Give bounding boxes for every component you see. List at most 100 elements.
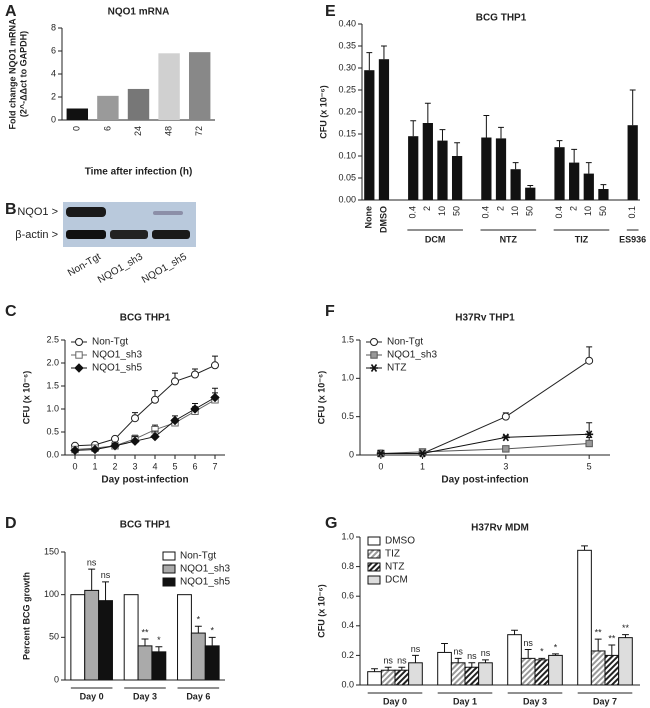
blot-band xyxy=(66,207,106,217)
blot-band xyxy=(152,230,190,239)
error-bar xyxy=(398,666,406,671)
significance-label: ns xyxy=(453,647,463,657)
marker xyxy=(90,444,100,455)
y-axis-label: CFU (x 10⁻⁶) xyxy=(21,371,31,424)
y-tick-label: 0.5 xyxy=(46,426,59,436)
error-bar xyxy=(468,662,476,668)
x-tick-label: 0 xyxy=(378,461,383,471)
significance-label: ns xyxy=(101,570,111,580)
x-tick-label: Day 7 xyxy=(593,696,617,706)
y-tick-label: 150 xyxy=(44,546,59,556)
legend-label: NQO1_sh5 xyxy=(92,363,142,374)
bar xyxy=(534,659,550,686)
marker xyxy=(501,433,510,442)
bar xyxy=(378,59,390,201)
bar xyxy=(367,671,382,686)
y-tick-label: 4 xyxy=(51,68,56,78)
legend-label: NTZ xyxy=(387,363,406,374)
bar xyxy=(422,123,433,200)
bar xyxy=(598,189,609,200)
bar xyxy=(364,70,375,200)
legend-label: NQO1_sh3 xyxy=(387,350,437,361)
chart-title: BCG THP1 xyxy=(120,520,171,531)
y-tick-label: 0 xyxy=(51,114,56,124)
bar xyxy=(123,594,139,681)
error-bar xyxy=(454,657,462,663)
x-axis-label: Time after infection (h) xyxy=(85,167,193,178)
y-tick-label: 0.10 xyxy=(338,150,356,160)
chart-title: NQO1 mRNA xyxy=(108,7,170,18)
y-tick-label: 2 xyxy=(51,91,56,101)
x-tick-label: Day 6 xyxy=(186,691,210,701)
legend-swatch xyxy=(162,564,176,574)
legend-swatch xyxy=(162,577,176,587)
bar xyxy=(408,662,423,686)
y-tick-label: 50 xyxy=(49,632,59,642)
significance-label: ns xyxy=(523,638,533,648)
y-axis-label: CFU (x 10⁻⁶) xyxy=(316,371,326,424)
error-bar xyxy=(88,568,96,591)
y-tick-label: 0.5 xyxy=(341,411,354,421)
blot-row-label: NQO1 > xyxy=(17,206,58,218)
panel-label: F xyxy=(325,303,335,320)
y-tick-label: 0.00 xyxy=(338,194,356,204)
y-tick-label: 0.8 xyxy=(341,561,354,571)
x-tick-label: 7 xyxy=(212,461,217,471)
chart-title: BCG THP1 xyxy=(476,13,527,24)
y-tick-label: 0.15 xyxy=(338,128,356,138)
y-tick-label: 0.35 xyxy=(338,40,356,50)
error-bar xyxy=(498,126,504,139)
x-tick-label: 24 xyxy=(133,126,143,136)
error-bar xyxy=(439,129,446,141)
y-tick-label: 1.5 xyxy=(46,380,59,390)
blot-row-label: β-actin > xyxy=(15,229,58,241)
y-tick-label: 2.5 xyxy=(46,334,59,344)
significance-label: * xyxy=(157,635,161,645)
marker xyxy=(170,415,180,426)
legend-label: NQO1_sh5 xyxy=(180,577,230,588)
bar xyxy=(583,173,594,200)
y-tick-label: 0.0 xyxy=(46,449,59,459)
bar xyxy=(520,657,536,686)
error-bar xyxy=(381,45,387,60)
y-tick-label: 1.0 xyxy=(341,373,354,383)
error-bar xyxy=(594,638,602,651)
significance-label: ns xyxy=(481,648,491,658)
marker xyxy=(501,412,510,421)
bar xyxy=(577,549,592,686)
error-bar xyxy=(141,638,149,646)
error-bar xyxy=(454,142,461,156)
legend-swatch xyxy=(367,536,381,546)
x-tick-label: 72 xyxy=(194,126,204,136)
error-bar xyxy=(527,184,534,188)
y-tick-label: 0.2 xyxy=(341,650,354,660)
x-tick-label: 3 xyxy=(132,461,137,471)
group-label: DCM xyxy=(425,234,446,244)
marker xyxy=(376,449,385,458)
bar xyxy=(590,650,606,686)
significance-label: ns xyxy=(87,557,97,567)
marker xyxy=(150,431,160,442)
error-bar xyxy=(412,654,419,663)
marker xyxy=(418,448,427,456)
marker xyxy=(418,449,427,458)
x-tick-label: 5 xyxy=(172,461,177,471)
error-bar xyxy=(629,89,636,126)
error-bar xyxy=(524,648,532,659)
x-tick-label: 0.4 xyxy=(481,206,491,219)
marker xyxy=(210,392,220,403)
marker xyxy=(131,414,139,423)
bar xyxy=(437,651,452,686)
group-label: NTZ xyxy=(500,234,518,244)
x-tick-label: 0 xyxy=(72,126,82,131)
blot-band xyxy=(110,230,148,239)
bar xyxy=(137,645,153,681)
group-label: ES936 xyxy=(619,234,646,244)
bar xyxy=(98,600,113,681)
legend-label: Non-Tgt xyxy=(387,337,423,348)
legend-label: NQO1_sh3 xyxy=(92,350,142,361)
legend-label: NQO1_sh3 xyxy=(180,564,230,575)
error-bar xyxy=(511,629,518,635)
y-tick-label: 1.5 xyxy=(341,334,354,344)
